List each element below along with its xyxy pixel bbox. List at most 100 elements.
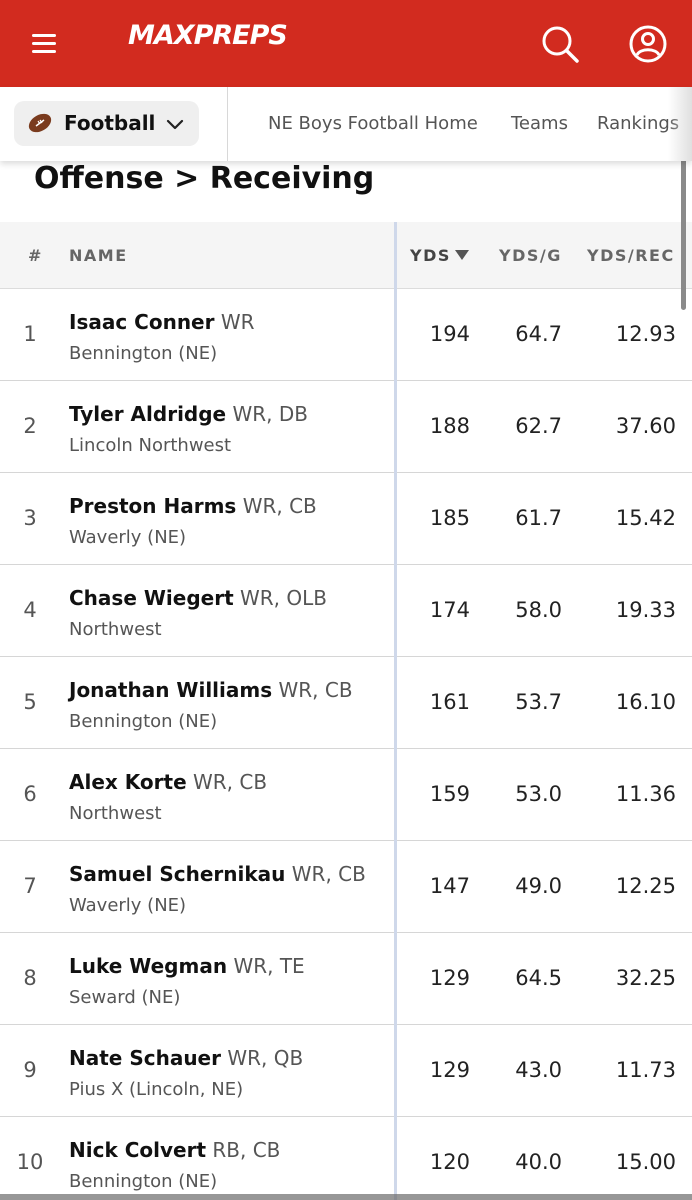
player-name-cell[interactable]: Nate Schauer WR, QB (69, 1046, 303, 1070)
school-name[interactable]: Northwest (69, 803, 162, 824)
school-name[interactable]: Bennington (NE) (69, 1171, 218, 1192)
nav-link-rankings[interactable]: Rankings (597, 113, 680, 134)
nav-link-home[interactable]: NE Boys Football Home (268, 113, 478, 134)
school-name[interactable]: Pius X (Lincoln, NE) (69, 1079, 244, 1100)
ydsg-cell: 43.0 (515, 1058, 562, 1082)
table-row[interactable]: 6 Alex Korte WR, CB Northwest 159 53.0 1… (0, 749, 692, 841)
yds-cell: 129 (429, 1058, 470, 1082)
player-name-cell[interactable]: Tyler Aldridge WR, DB (69, 402, 308, 426)
ydsg-cell: 53.0 (515, 782, 562, 806)
horizontal-scrollbar[interactable] (0, 1194, 692, 1200)
yds-cell: 161 (429, 690, 470, 714)
football-icon (27, 112, 53, 134)
chevron-down-icon (166, 116, 184, 130)
table-row[interactable]: 4 Chase Wiegert WR, OLB Northwest 174 58… (0, 565, 692, 657)
rank-cell: 4 (23, 598, 37, 622)
table-row[interactable]: 9 Nate Schauer WR, QB Pius X (Lincoln, N… (0, 1025, 692, 1117)
user-account-icon[interactable] (624, 20, 672, 68)
player-name: Samuel Schernikau (69, 862, 286, 886)
player-name-cell[interactable]: Luke Wegman WR, TE (69, 954, 305, 978)
table-header: # NAME YDS YDS/G YDS/REC (0, 222, 692, 289)
ydsg-cell: 62.7 (515, 414, 562, 438)
ydsrec-cell: 15.00 (615, 1150, 676, 1174)
rank-cell: 1 (23, 322, 37, 346)
ydsrec-cell: 32.25 (615, 966, 676, 990)
player-name: Nate Schauer (69, 1046, 221, 1070)
yds-cell: 174 (429, 598, 470, 622)
player-name-cell[interactable]: Isaac Conner WR (69, 310, 255, 334)
player-name-cell[interactable]: Alex Korte WR, CB (69, 770, 267, 794)
menu-bar (32, 50, 56, 53)
player-name: Isaac Conner (69, 310, 215, 334)
page-title: Offense > Receiving (34, 161, 375, 196)
ydsrec-cell: 12.93 (615, 322, 676, 346)
player-position: RB, CB (212, 1138, 281, 1162)
table-row[interactable]: 1 Isaac Conner WR Bennington (NE) 194 64… (0, 289, 692, 381)
nav-link-teams[interactable]: Teams (511, 113, 568, 134)
player-position: WR, TE (233, 954, 305, 978)
table-row[interactable]: 2 Tyler Aldridge WR, DB Lincoln Northwes… (0, 381, 692, 473)
player-position: WR, CB (193, 770, 268, 794)
scrollbar-thumb[interactable] (681, 140, 686, 310)
school-name[interactable]: Lincoln Northwest (69, 435, 232, 456)
yds-cell: 185 (429, 506, 470, 530)
player-name: Chase Wiegert (69, 586, 234, 610)
table-row[interactable]: 8 Luke Wegman WR, TE Seward (NE) 129 64.… (0, 933, 692, 1025)
table-row[interactable]: 7 Samuel Schernikau WR, CB Waverly (NE) … (0, 841, 692, 933)
ydsg-cell: 64.5 (515, 966, 562, 990)
school-name[interactable]: Bennington (NE) (69, 711, 218, 732)
search-icon[interactable] (536, 20, 584, 68)
ydsg-cell: 61.7 (515, 506, 562, 530)
col-rank-header: # (28, 246, 43, 265)
rank-cell: 7 (23, 874, 37, 898)
yds-cell: 188 (429, 414, 470, 438)
player-position: WR (220, 310, 255, 334)
yds-cell: 129 (429, 966, 470, 990)
rank-cell: 9 (23, 1058, 37, 1082)
frozen-column-divider (394, 222, 397, 1200)
player-name-cell[interactable]: Chase Wiegert WR, OLB (69, 586, 327, 610)
player-name-cell[interactable]: Samuel Schernikau WR, CB (69, 862, 366, 886)
ydsg-cell: 58.0 (515, 598, 562, 622)
col-name-header[interactable]: NAME (69, 246, 128, 265)
sub-navigation: Football NE Boys Football Home Teams Ran… (0, 87, 692, 161)
player-name-cell[interactable]: Jonathan Williams WR, CB (69, 678, 353, 702)
yds-cell: 147 (429, 874, 470, 898)
player-name: Jonathan Williams (69, 678, 273, 702)
school-name[interactable]: Waverly (NE) (69, 527, 187, 548)
col-ydsg-header[interactable]: YDS/G (499, 246, 562, 265)
ydsrec-cell: 12.25 (615, 874, 676, 898)
player-position: WR, OLB (240, 586, 327, 610)
player-name: Nick Colvert (69, 1138, 207, 1162)
school-name[interactable]: Waverly (NE) (69, 895, 187, 916)
player-position: WR, QB (227, 1046, 304, 1070)
sport-selector[interactable]: Football (14, 101, 199, 146)
player-name: Alex Korte (69, 770, 187, 794)
table-row[interactable]: 3 Preston Harms WR, CB Waverly (NE) 185 … (0, 473, 692, 565)
player-position: WR, CB (242, 494, 317, 518)
sport-label: Football (64, 111, 156, 135)
player-name-cell[interactable]: Preston Harms WR, CB (69, 494, 317, 518)
sort-descending-icon (454, 250, 469, 260)
table-row[interactable]: 10 Nick Colvert RB, CB Bennington (NE) 1… (0, 1117, 692, 1200)
school-name[interactable]: Bennington (NE) (69, 343, 218, 364)
ydsg-cell: 49.0 (515, 874, 562, 898)
player-name-cell[interactable]: Nick Colvert RB, CB (69, 1138, 280, 1162)
stats-table: # NAME YDS YDS/G YDS/REC 1 Isaac Conner … (0, 222, 692, 1200)
ydsrec-cell: 15.42 (615, 506, 676, 530)
player-name: Preston Harms (69, 494, 237, 518)
table-row[interactable]: 5 Jonathan Williams WR, CB Bennington (N… (0, 657, 692, 749)
divider (227, 87, 228, 161)
school-name[interactable]: Northwest (69, 619, 162, 640)
maxpreps-logo[interactable]: MAXPREPS (128, 18, 290, 68)
school-name[interactable]: Seward (NE) (69, 987, 181, 1008)
col-yds-header[interactable]: YDS (410, 246, 469, 265)
hamburger-menu-icon[interactable] (22, 30, 64, 58)
top-header: MAXPREPS (0, 0, 692, 87)
col-ydsrec-header[interactable]: YDS/REC (587, 246, 675, 265)
yds-cell: 120 (429, 1150, 470, 1174)
rank-cell: 2 (23, 414, 37, 438)
menu-bar (32, 42, 56, 45)
ydsrec-cell: 19.33 (615, 598, 676, 622)
nav-scroll-fade (668, 87, 692, 161)
